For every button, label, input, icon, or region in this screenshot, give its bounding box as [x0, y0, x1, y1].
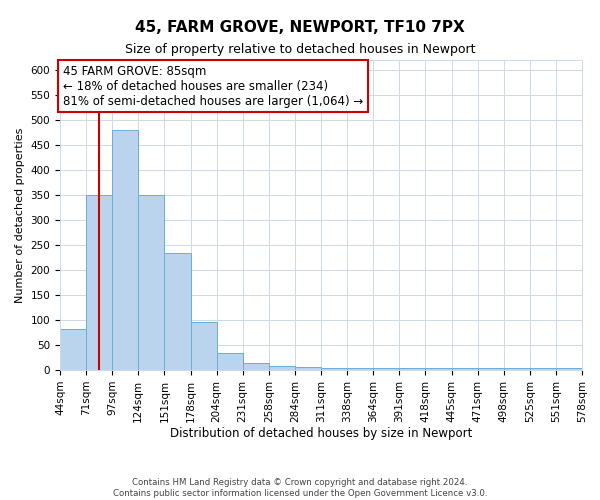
Bar [86, 195, 112, 370]
Bar [321, 368, 347, 370]
Bar [243, 362, 269, 370]
Bar [530, 368, 556, 370]
Text: Contains HM Land Registry data © Crown copyright and database right 2024.
Contai: Contains HM Land Registry data © Crown c… [113, 478, 487, 498]
Bar [269, 366, 295, 370]
Bar [191, 322, 217, 370]
Bar [400, 368, 425, 370]
Bar [478, 368, 504, 370]
Bar [373, 368, 400, 370]
Text: 45, FARM GROVE, NEWPORT, TF10 7PX: 45, FARM GROVE, NEWPORT, TF10 7PX [135, 20, 465, 35]
Text: 45 FARM GROVE: 85sqm
← 18% of detached houses are smaller (234)
81% of semi-deta: 45 FARM GROVE: 85sqm ← 18% of detached h… [62, 64, 363, 108]
Bar [295, 366, 321, 370]
Bar [347, 368, 373, 370]
Bar [139, 195, 164, 370]
Text: Size of property relative to detached houses in Newport: Size of property relative to detached ho… [125, 42, 475, 56]
Bar [60, 329, 86, 370]
Bar [164, 252, 191, 370]
Bar [425, 368, 452, 370]
Bar [112, 130, 139, 370]
Bar [556, 368, 582, 370]
X-axis label: Distribution of detached houses by size in Newport: Distribution of detached houses by size … [170, 428, 472, 440]
Y-axis label: Number of detached properties: Number of detached properties [15, 128, 25, 302]
Bar [504, 368, 530, 370]
Bar [452, 368, 478, 370]
Bar [217, 352, 243, 370]
